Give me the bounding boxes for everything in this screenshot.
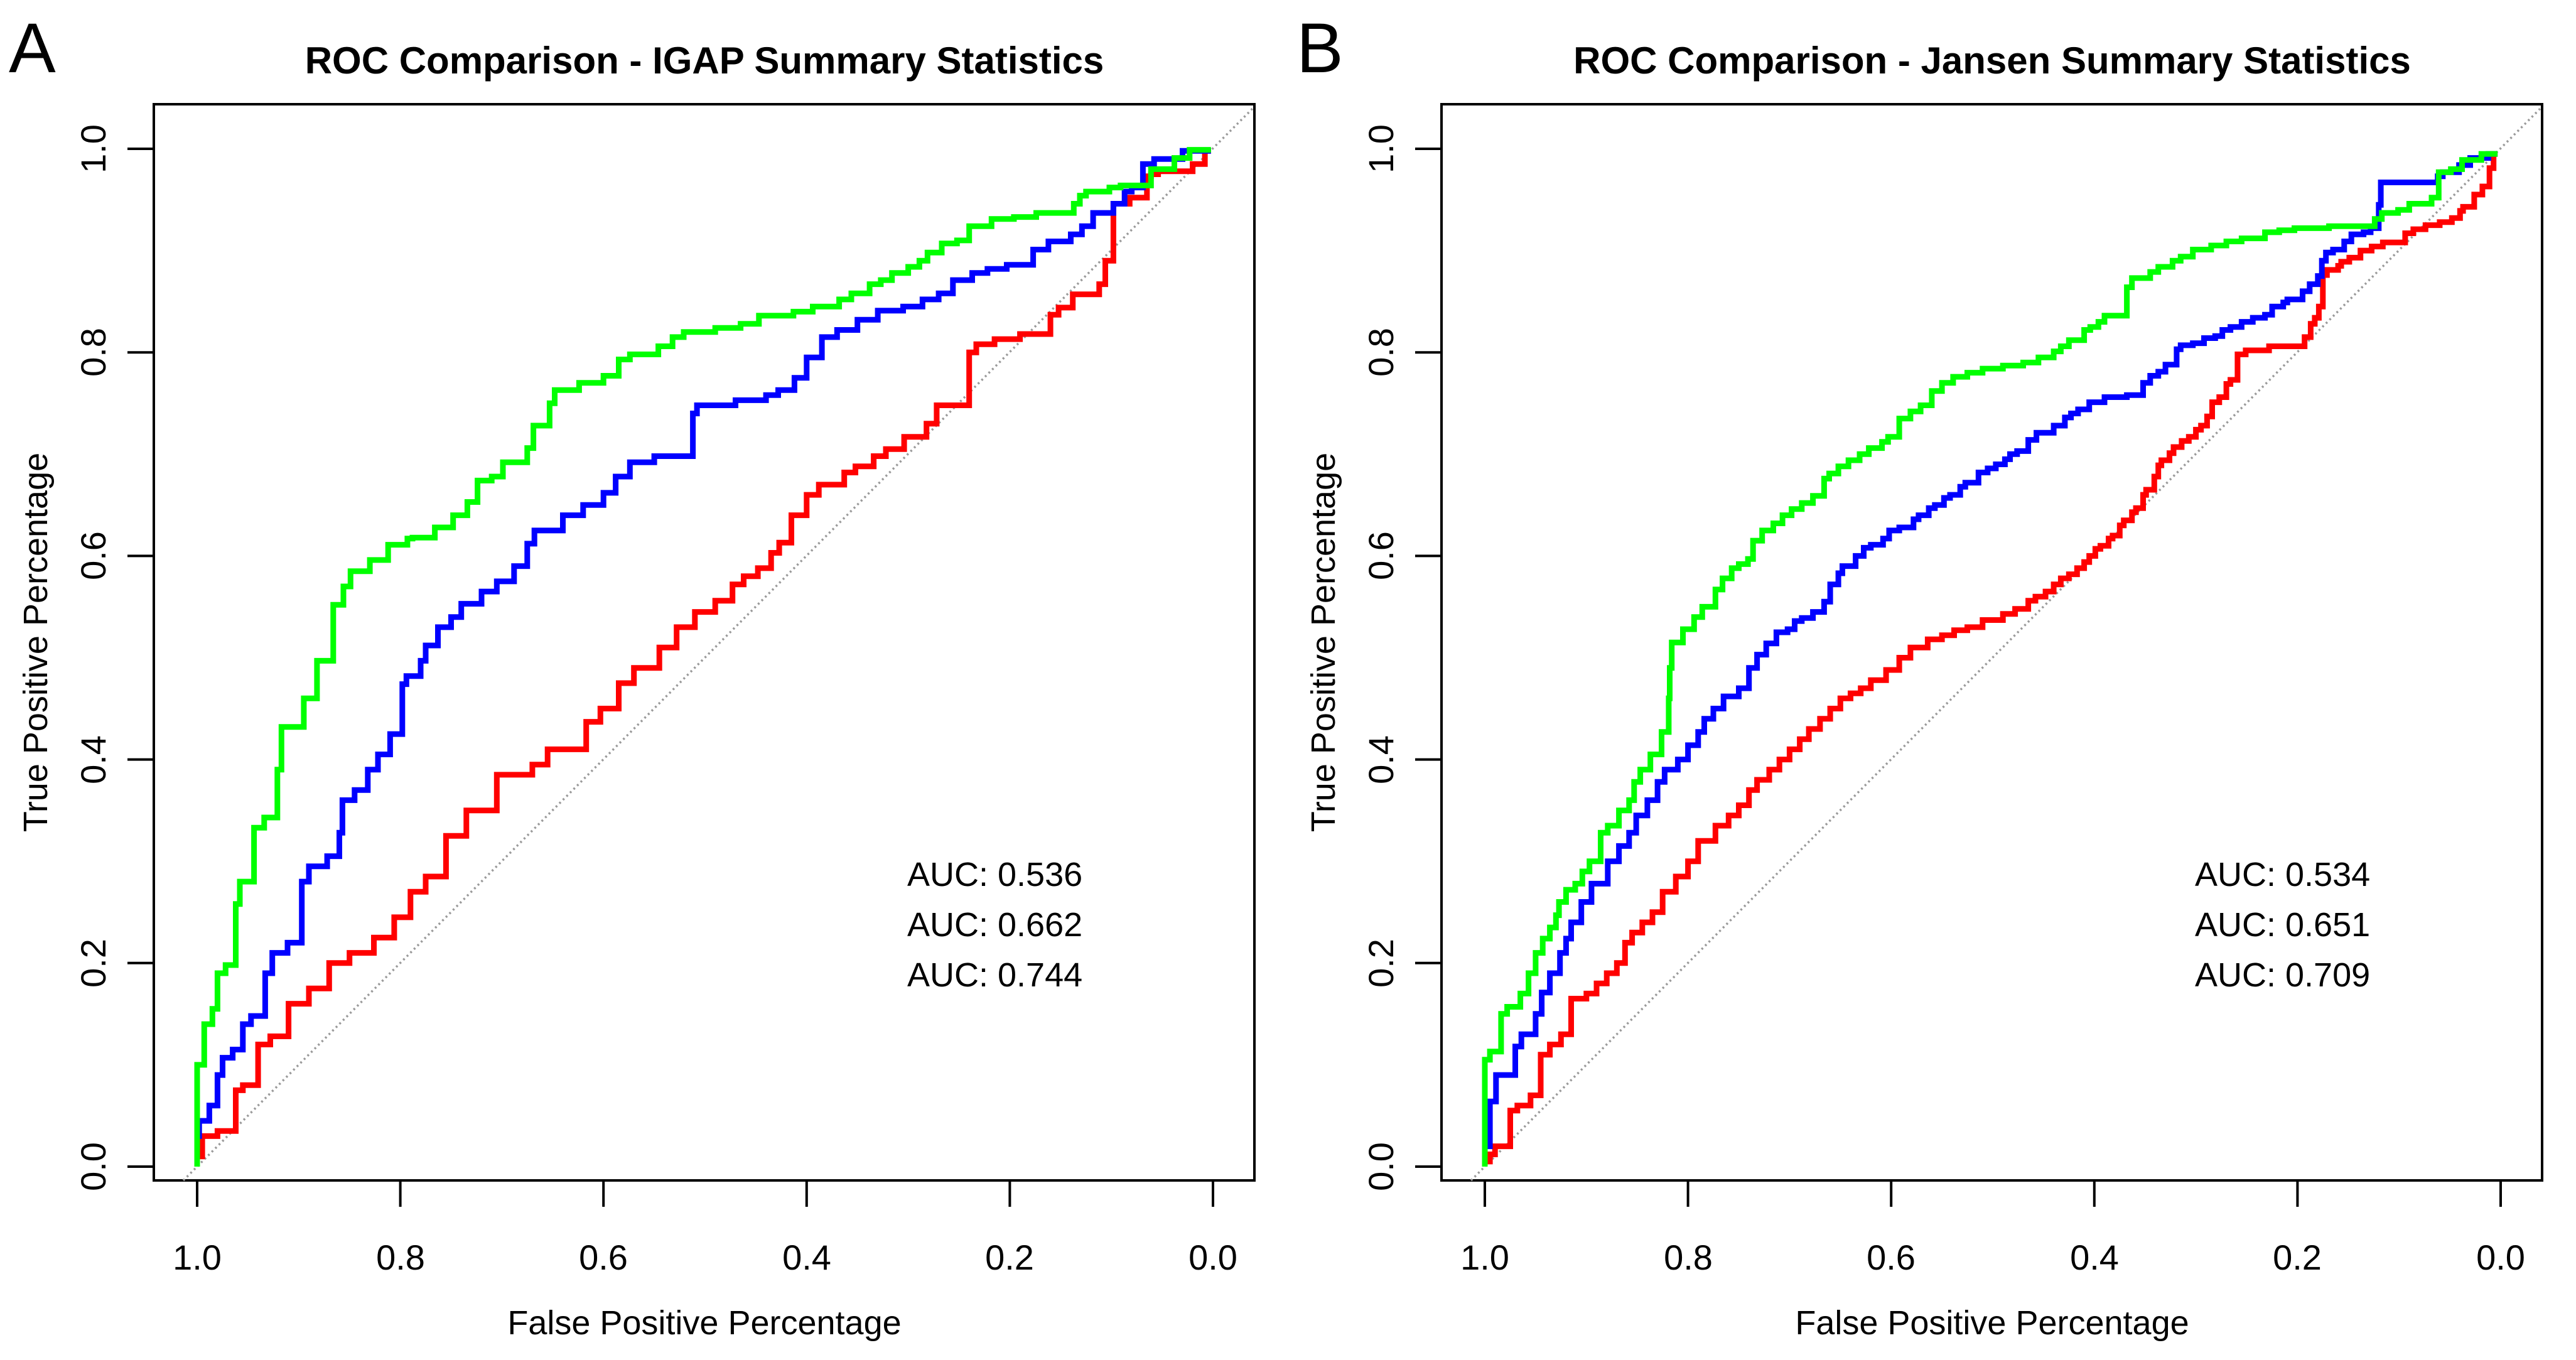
x-tick-label: 0.4 (782, 1238, 831, 1277)
x-tick-label: 0.2 (985, 1238, 1034, 1277)
y-tick-label: 0.8 (73, 328, 113, 377)
auc-legend: AUC: 0.536 AUC: 0.662 AUC: 0.744 (907, 856, 1082, 994)
x-tick-label: 0.0 (1188, 1238, 1237, 1277)
y-tick-label: 0.4 (1361, 735, 1401, 784)
y-axis-label: True Positive Percentage (1305, 453, 1342, 832)
y-tick-label: 0.4 (73, 735, 113, 784)
chance-diagonal-line (182, 105, 1256, 1182)
chart-title: ROC Comparison - IGAP Summary Statistics (305, 40, 1104, 82)
x-tick-marks (196, 1180, 1214, 1207)
y-axis-label: True Positive Percentage (17, 453, 55, 832)
plot-box (1440, 103, 2543, 1182)
chance-diagonal-line (1470, 105, 2543, 1182)
auc-legend-entry-red: AUC: 0.534 (2195, 856, 2370, 893)
roc-curve-green (1482, 151, 2498, 1167)
roc-curves (1482, 151, 2498, 1167)
auc-legend-entry-blue: AUC: 0.651 (2195, 906, 2370, 944)
roc-curve-blue (194, 148, 1211, 1167)
y-tick-label: 0.2 (73, 939, 113, 988)
auc-legend-entry-blue: AUC: 0.662 (907, 906, 1082, 944)
x-axis-label: False Positive Percentage (1795, 1304, 2189, 1342)
y-tick-label: 0.0 (73, 1142, 113, 1191)
x-tick-label: 0.6 (579, 1238, 628, 1277)
auc-legend-entry-green: AUC: 0.709 (2195, 956, 2370, 994)
y-tick-label: 0.6 (73, 531, 113, 580)
x-tick-label: 0.8 (1664, 1238, 1713, 1277)
auc-legend-entry-green: AUC: 0.744 (907, 956, 1082, 994)
y-tick-label: 0.0 (1361, 1142, 1401, 1191)
x-tick-label: 1.0 (1460, 1238, 1509, 1277)
panel-letter: B (1296, 9, 1344, 87)
x-tick-label: 0.4 (2070, 1238, 2119, 1277)
x-tick-marks (1484, 1180, 2502, 1207)
x-tick-label: 1.0 (173, 1238, 222, 1277)
panel-letter: A (9, 9, 56, 87)
auc-legend: AUC: 0.534 AUC: 0.651 AUC: 0.709 (2195, 856, 2370, 994)
x-axis-label: False Positive Percentage (507, 1304, 901, 1342)
x-tick-label: 0.0 (2476, 1238, 2525, 1277)
roc-curve-green (194, 147, 1211, 1167)
roc-panel-b-svg: B ROC Comparison - Jansen Summary Statis… (1296, 9, 2543, 1342)
chart-title: ROC Comparison - Jansen Summary Statisti… (1573, 40, 2411, 82)
roc-curve-blue (1482, 151, 2498, 1167)
roc-curves (194, 147, 1211, 1167)
roc-curve-red (194, 148, 1211, 1167)
x-tick-label: 0.8 (376, 1238, 425, 1277)
y-tick-label: 0.2 (1361, 939, 1401, 988)
y-tick-label: 1.0 (73, 124, 113, 173)
y-tick-label: 0.8 (1361, 328, 1401, 377)
y-tick-marks (127, 148, 154, 1168)
x-tick-label: 0.2 (2273, 1238, 2322, 1277)
y-tick-label: 0.6 (1361, 531, 1401, 580)
roc-curve-red (1482, 151, 2498, 1167)
roc-panel-a-svg: A ROC Comparison - IGAP Summary Statisti… (9, 9, 1256, 1342)
y-tick-marks (1415, 148, 1442, 1168)
plot-box (153, 103, 1256, 1182)
x-tick-label: 0.6 (1867, 1238, 1916, 1277)
y-tick-label: 1.0 (1361, 124, 1401, 173)
auc-legend-entry-red: AUC: 0.536 (907, 856, 1082, 893)
